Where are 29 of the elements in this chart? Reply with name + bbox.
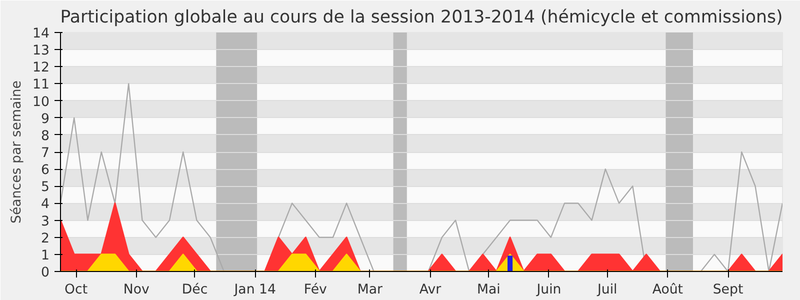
y-tick-label: 12	[32, 60, 50, 76]
x-tick-label: Nov	[123, 282, 150, 298]
y-tick-label: 5	[41, 180, 50, 196]
x-tick-label: Mai	[476, 282, 500, 298]
y-tick-label: 4	[41, 197, 50, 212]
x-tick-label: Déc	[182, 282, 208, 298]
x-tick-label: Août	[652, 282, 684, 298]
y-tick-label: 6	[41, 163, 50, 178]
y-tick-label: 9	[41, 112, 50, 127]
x-tick-label: Juin	[536, 282, 562, 298]
x-tick-label: Jan 14	[233, 282, 276, 298]
y-tick-label: 2	[41, 231, 50, 246]
chart-title: Participation globale au cours de la session 2013-2014 (hémicycle et commissions)	[60, 8, 783, 28]
y-tick-label: 13	[32, 44, 50, 59]
y-tick-label: 1	[41, 248, 50, 264]
y-tick-label: 11	[32, 78, 50, 93]
y-tick-label: 10	[32, 94, 50, 110]
x-tick-label: Juil	[596, 282, 618, 298]
x-tick-label: Fév	[304, 282, 328, 298]
y-tick-label: 14	[32, 26, 50, 42]
x-tick-label: Oct	[64, 282, 88, 298]
x-tick-label: Mar	[357, 282, 384, 298]
y-tick-label: 8	[41, 128, 50, 144]
y-tick-label: 0	[41, 266, 50, 280]
y-tick-label: 7	[41, 146, 50, 161]
x-tick-label: Sept	[712, 282, 744, 298]
y-axis-title: Séances par semaine	[10, 80, 25, 224]
y-tick-label: 3	[41, 214, 50, 230]
x-tick-label: Avr	[419, 282, 442, 298]
